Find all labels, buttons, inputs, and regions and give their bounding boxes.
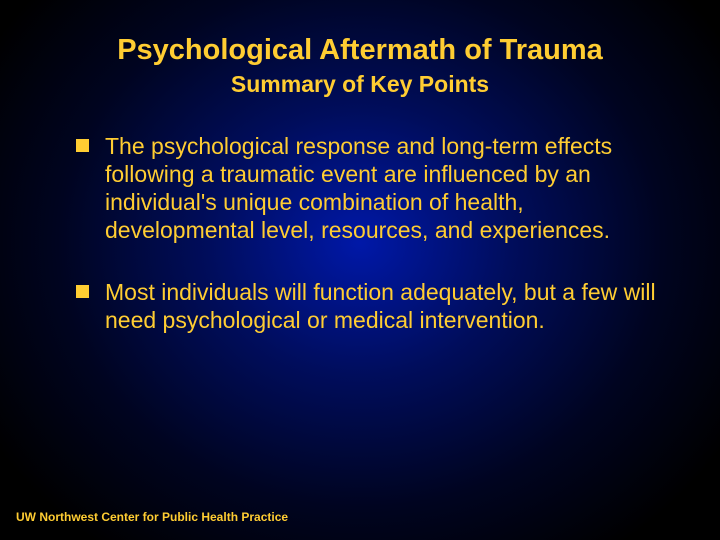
square-bullet-icon xyxy=(76,285,89,298)
list-item: The psychological response and long-term… xyxy=(76,132,664,244)
slide: Psychological Aftermath of Trauma Summar… xyxy=(0,0,720,540)
slide-subtitle: Summary of Key Points xyxy=(0,71,720,98)
bullet-text: Most individuals will function adequatel… xyxy=(105,278,664,334)
square-bullet-icon xyxy=(76,139,89,152)
bullet-text: The psychological response and long-term… xyxy=(105,132,664,244)
list-item: Most individuals will function adequatel… xyxy=(76,278,664,334)
footer-text: UW Northwest Center for Public Health Pr… xyxy=(16,510,288,524)
slide-title: Psychological Aftermath of Trauma xyxy=(0,0,720,67)
bullet-list: The psychological response and long-term… xyxy=(0,132,720,334)
